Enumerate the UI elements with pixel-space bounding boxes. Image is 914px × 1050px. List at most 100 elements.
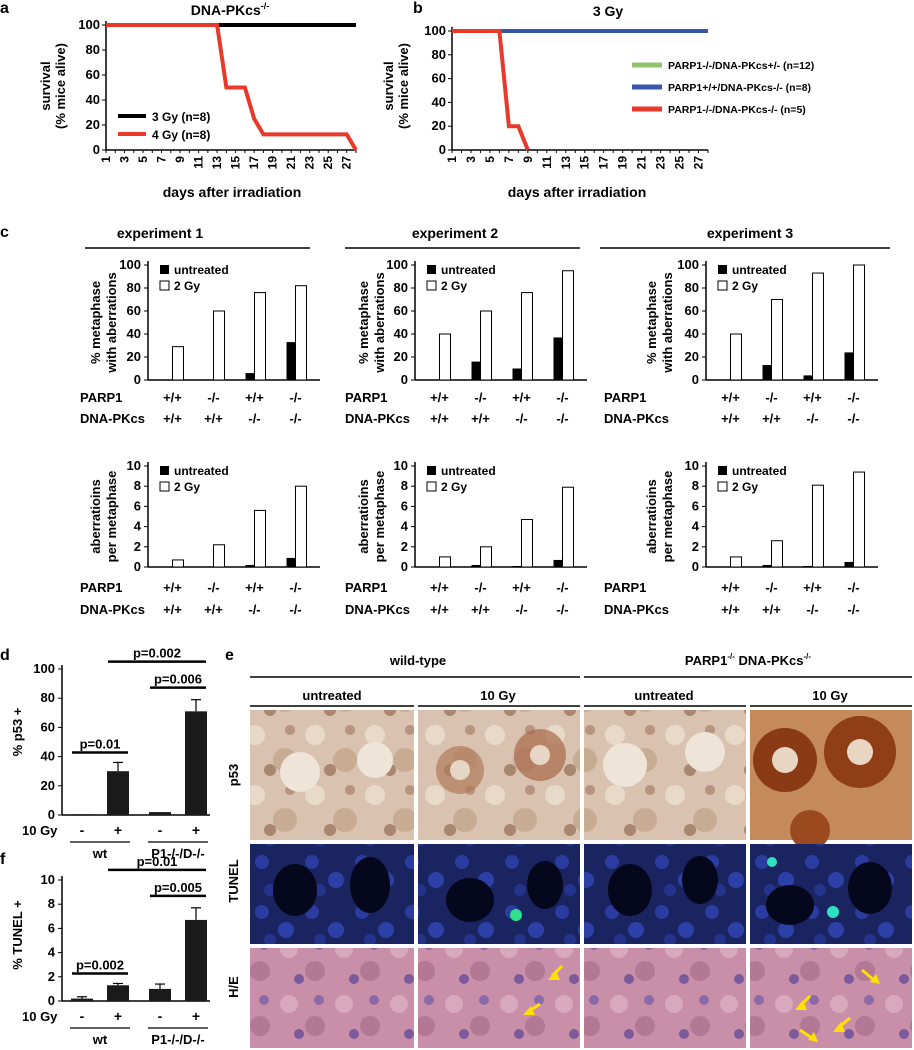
c-row2-exp3-bar-2gy-1 [730,556,742,568]
panel-f-ytick-label: 10 [41,872,55,887]
c-row2-exp2-row-label-parp1: PARP1 [345,580,387,595]
c-row1-exp2-legend-swatch-2gy [426,280,437,291]
panel-b-ytick-label: 0 [439,142,446,157]
c-row1-exp1-row-label-parp1: PARP1 [80,390,122,405]
c-row1-exp2-dnapkcs-label-1: +/+ [430,411,449,426]
c-row2-exp1-ylabel-2: per metaphase [104,471,119,563]
panel-b-survival-chart: 3 Gy survival (% mice alive) 0 20 40 60 80 10… [381,3,814,200]
c-row2-exp3-ytick-label: 4 [692,519,700,534]
c-row2-exp2-ytick-label: 4 [401,519,409,534]
panel-b-xtick-label: 15 [578,156,592,170]
c-row2-exp2-ytick-label: 8 [401,478,408,493]
c-row1-exp2-bar-untreated-3 [512,368,522,380]
c-row2-exp3-dnapkcs-label-3: -/- [806,602,818,617]
c-row2-exp2-ytick-label: 6 [401,498,408,513]
c-row2-exp2-parp1-label-2: -/- [474,580,486,595]
c-row2-exp3-legend-swatch-2gy [717,481,728,492]
panel-d-group-wt: wt [92,846,108,861]
c-row1-exp1-legend-swatch-2gy [159,280,170,291]
panel-b-xtick-label: 21 [635,156,649,170]
panel-d-p53-chart: % p53 + 0 20 40 60 80 100 - + - +10 Gy wt P1-/-/D-/… [10,646,210,861]
c-row2-exp3-row-label-dnapkcs: DNA-PKcs [604,602,669,617]
c-row2-exp1-row-label-dnapkcs: DNA-PKcs [80,602,145,617]
panel-b-ytick-label: 20 [432,118,446,133]
c-row1-exp2-bar-2gy-2 [480,310,492,381]
panel-a-survival-chart: DNA-PKcs-/- survival (% mice alive) 0 20 4… [38,1,358,200]
c-row2-exp3-dnapkcs-label-2: +/+ [762,602,781,617]
c-row2-exp2-dnapkcs-label-2: +/+ [471,602,490,617]
panel-f-ytick-label: 8 [48,896,55,911]
panel-d-ytick-label: 20 [41,778,55,793]
c-row1-exp2-legend-swatch-untreated [427,265,436,274]
c-row1-exp3-legend-swatch-untreated [718,265,727,274]
panel-b-series-3 [452,29,530,151]
micrograph-he-wt-untreated [250,948,414,1048]
panel-f-group-wt: wt [92,1032,108,1047]
c-row1-exp2-dnapkcs-label-2: +/+ [471,411,490,426]
c-row1-exp3-bar-untreated-2 [762,365,772,380]
panel-a-ylabel-2: (% mice alive) [53,43,68,129]
panel-b-xlabel: days after irradiation [508,184,647,200]
c-row2-exp1-parp1-label-4: -/- [289,580,301,595]
panel-letter-a: a [0,0,9,17]
panel-a-xtick-label: 11 [192,156,206,169]
panel-b-legend-1: PARP1-/-/DNA-PKcs+/- (n=12) [668,60,814,72]
panel-b-legend-2: PARP1+/+/DNA-PKcs-/- (n=8) [668,82,811,94]
panel-a-ytick-label: 100 [78,17,100,32]
micrograph-p53-crypt-lumens [280,732,725,792]
c-row2-exp1-bar-2gy-2 [213,544,225,568]
c-row1-exp2-dnapkcs-label-4: -/- [556,411,568,426]
c-row2-exp2-bar-2gy-4 [562,486,574,568]
c-row2-exp1-ylabel-1: aberratioins [88,479,103,553]
panel-f-treatment-4: + [192,1008,200,1024]
panel-b-xtick-label: 23 [654,156,668,170]
c-row1-exp3-ytick-label: 40 [685,326,699,341]
panel-f-ytick-label: 0 [48,993,55,1008]
c-row2-exp2-dnapkcs-label-3: -/- [515,602,527,617]
c-row2-exp1-parp1-label-1: +/+ [163,580,182,595]
micrograph-p53-ko-10gy-crypts [753,716,896,850]
panel-b-legend: PARP1-/-/DNA-PKcs+/- (n=12) PARP1+/+/DNA… [632,60,814,116]
panel-d-ytick-label: 0 [48,807,55,822]
c-row1-exp1-ytick-label: 60 [127,303,141,318]
panel-a-xtick-label: 5 [136,156,150,163]
c-row2-exp3-parp1-label-3: +/+ [803,580,822,595]
panel-e-group-double-ko: PARP1-/- DNA-PKcs-/- [685,652,811,668]
experiment-title-2: experiment 2 [412,225,499,241]
arrow-icon [799,1028,813,1040]
experiment-title-1: experiment 1 [117,225,204,241]
c-row2-exp2-ytick-label: 0 [401,559,408,574]
panel-b-ytick-label: 100 [424,23,446,38]
panel-a-xtick-label: 25 [321,156,335,170]
panel-e-col-2: 10 Gy [480,688,516,703]
micrograph-he-wt-10gy [418,948,580,1048]
c-row1-exp1-dnapkcs-label-3: -/- [248,411,260,426]
c-row1-exp3-dnapkcs-label-2: +/+ [762,411,781,426]
c-row2-exp1-bar-2gy-3 [254,509,266,568]
c-row2-exp1-row-label-parp1: PARP1 [80,580,122,595]
c-row1-exp3-ylabel-2: with aberrations [660,272,675,373]
panel-e-row-p53: p53 [226,764,241,786]
panel-d-treatment-1: - [80,822,85,838]
panel-f-ylabel: % TUNEL + [10,900,25,970]
panel-b-xtick-label: 27 [692,156,706,170]
c-row2-exp2-ytick-label: 10 [394,458,408,473]
panel-b-xtick-label: 1 [445,156,459,163]
panel-d-bar-1 [71,814,93,815]
panel-d-ylabel: % p53 + [10,707,25,756]
panel-a-series-2 [106,23,358,152]
c-row2-exp3-bar-untreated-2 [762,564,772,567]
c-row1-exp3-bar-2gy-4 [853,264,865,381]
panel-d-group-ko: P1-/-/D-/- [151,846,204,861]
c-row1-exp3-ytick-label: 100 [677,257,699,272]
micrograph-he-ko-untreated [584,948,746,1048]
c-row1-exp2-bar-untreated-4 [553,337,563,380]
c-row1-exp1-ylabel-1: % metaphase [88,281,103,364]
c-row1-exp3-ytick-label: 20 [685,349,699,364]
c-row2-exp1-legend-untreated: untreated [174,464,229,478]
c-row1-exp3-dnapkcs-label-1: +/+ [721,411,740,426]
c-row1-exp2-ytick-label: 0 [401,372,408,387]
c-row1-exp2-parp1-label-3: +/+ [512,390,531,405]
